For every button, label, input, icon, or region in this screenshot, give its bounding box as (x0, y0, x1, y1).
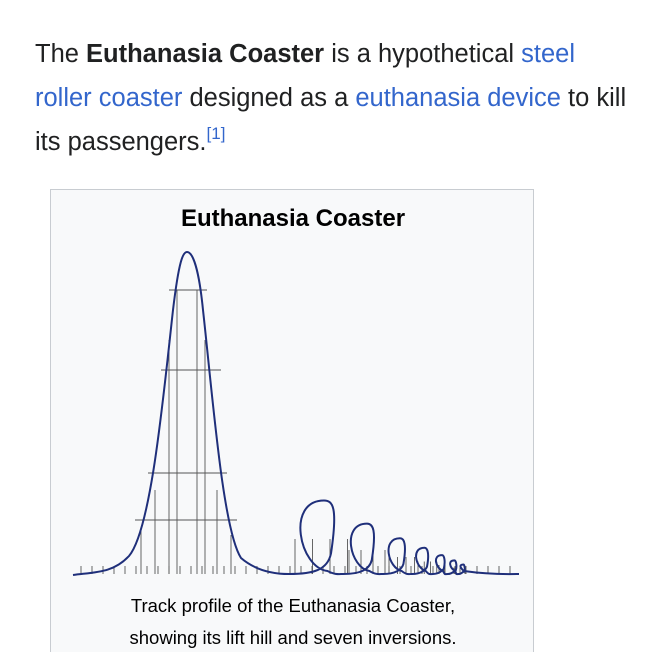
track-path (72, 250, 520, 576)
track-supports (80, 289, 511, 574)
figure-box: Euthanasia Coaster Track profile of the … (50, 189, 534, 652)
figure-caption: Track profile of the Euthanasia Coaster,… (51, 590, 535, 652)
intro-prefix: The (35, 40, 87, 68)
intro-text-2: designed as a (182, 84, 356, 112)
figure-title: Euthanasia Coaster (180, 205, 406, 232)
euthanasia-device-link[interactable]: euthanasia device (355, 84, 561, 112)
caption-line-1: Track profile of the Euthanasia Coaster, (130, 595, 456, 616)
track-line (72, 250, 520, 576)
article-subject: Euthanasia Coaster (86, 40, 325, 68)
intro-text-3: to kill its passengers. (35, 84, 627, 156)
caption-line-2: showing its lift hill and seven inversio… (129, 627, 457, 648)
track-profile-diagram[interactable] (51, 190, 535, 590)
intro-text-1: is a hypothetical (324, 40, 522, 68)
steel-roller-coaster-link[interactable]: steel roller coaster (35, 40, 576, 112)
intro-paragraph: The Euthanasia Coaster is a hypothetical… (35, 32, 635, 164)
reference-link-1[interactable]: [1] (206, 123, 226, 143)
